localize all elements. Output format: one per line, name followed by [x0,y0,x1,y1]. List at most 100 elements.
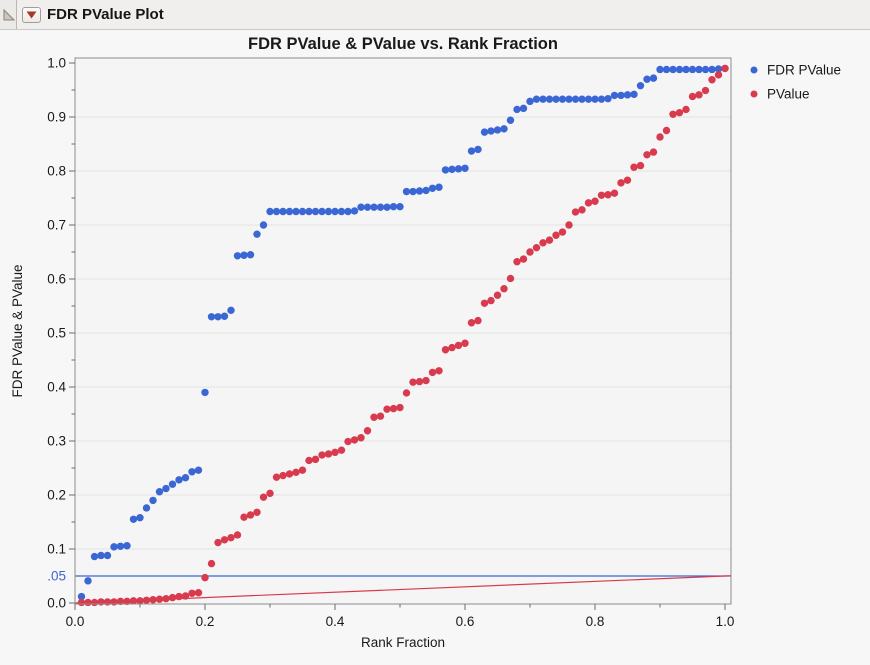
data-point[interactable] [227,306,235,315]
data-point[interactable] [90,552,99,561]
data-point[interactable] [604,94,612,103]
data-point[interactable] [597,191,606,199]
data-point[interactable] [695,91,703,99]
data-point[interactable] [337,446,346,454]
data-point[interactable] [272,473,281,481]
data-point[interactable] [526,248,534,256]
data-point[interactable] [292,207,300,216]
data-point[interactable] [318,451,326,459]
data-point[interactable] [298,207,307,216]
data-point[interactable] [565,95,573,103]
data-point[interactable] [584,199,593,207]
data-point[interactable] [636,161,645,170]
data-point[interactable] [337,207,346,216]
data-point[interactable] [506,274,515,283]
data-point[interactable] [545,236,554,244]
data-point[interactable] [188,468,196,476]
data-point[interactable] [324,207,333,216]
data-point[interactable] [136,597,144,605]
data-point[interactable] [168,593,177,602]
legend-item-fdr-pvalue[interactable]: FDR PValue [750,63,842,78]
data-point[interactable] [422,376,430,385]
data-point[interactable] [149,496,157,505]
data-point[interactable] [454,341,463,350]
data-point[interactable] [708,76,716,84]
data-point[interactable] [487,127,495,135]
data-point[interactable] [461,164,469,172]
data-point[interactable] [721,64,729,73]
data-point[interactable] [259,221,268,229]
data-point[interactable] [162,484,170,493]
data-point[interactable] [454,165,463,173]
data-point[interactable] [701,86,710,95]
data-point[interactable] [116,542,125,550]
data-point[interactable] [240,251,248,259]
data-point[interactable] [610,91,619,100]
data-point[interactable] [675,65,684,74]
data-point[interactable] [129,515,138,523]
data-point[interactable] [493,126,502,134]
data-point[interactable] [643,75,651,83]
data-point[interactable] [207,313,216,321]
data-point[interactable] [539,95,547,103]
data-point[interactable] [253,230,261,238]
data-point[interactable] [214,313,222,321]
data-point[interactable] [97,598,105,606]
data-point[interactable] [266,489,274,498]
data-point[interactable] [461,339,469,347]
data-point[interactable] [675,108,684,117]
data-point[interactable] [662,65,671,74]
data-point[interactable] [246,251,255,259]
outline-title[interactable]: FDR PValue Plot [47,6,164,23]
data-point[interactable] [467,319,476,327]
data-point[interactable] [331,448,339,457]
data-point[interactable] [207,559,216,568]
data-point[interactable] [656,65,664,74]
data-point[interactable] [519,255,528,263]
data-point[interactable] [500,125,508,133]
data-point[interactable] [357,203,365,211]
data-point[interactable] [383,405,391,413]
data-point[interactable] [181,592,190,600]
data-point[interactable] [142,504,151,512]
data-point[interactable] [591,197,599,205]
data-point[interactable] [370,203,378,211]
data-point[interactable] [552,231,560,239]
data-point[interactable] [682,65,690,74]
data-point[interactable] [448,343,456,352]
data-point[interactable] [545,95,554,103]
data-point[interactable] [259,493,268,501]
data-point[interactable] [519,104,528,113]
data-point[interactable] [90,598,99,607]
data-point[interactable] [422,186,430,195]
data-point[interactable] [272,207,281,216]
data-point[interactable] [506,116,515,124]
data-point[interactable] [142,596,151,604]
data-point[interactable] [240,513,248,521]
data-point[interactable] [493,291,502,299]
data-point[interactable] [467,147,476,155]
data-point[interactable] [396,202,404,211]
data-point[interactable] [383,203,391,211]
data-point[interactable] [526,97,534,106]
data-point[interactable] [630,90,638,99]
data-point[interactable] [409,187,417,196]
data-point[interactable] [571,95,580,103]
data-point[interactable] [155,488,164,496]
data-point[interactable] [636,81,645,90]
data-point[interactable] [500,285,508,293]
data-point[interactable] [103,598,112,606]
data-point[interactable] [532,95,541,103]
plot-area[interactable] [75,58,731,604]
data-point[interactable] [578,206,586,214]
data-point[interactable] [487,296,495,305]
data-point[interactable] [149,596,157,604]
data-point[interactable] [285,470,294,478]
data-point[interactable] [558,228,567,236]
data-point[interactable] [688,92,697,101]
data-point[interactable] [448,165,456,174]
data-point[interactable] [311,207,320,216]
data-point[interactable] [175,476,183,484]
data-point[interactable] [558,95,567,103]
data-point[interactable] [428,184,437,192]
